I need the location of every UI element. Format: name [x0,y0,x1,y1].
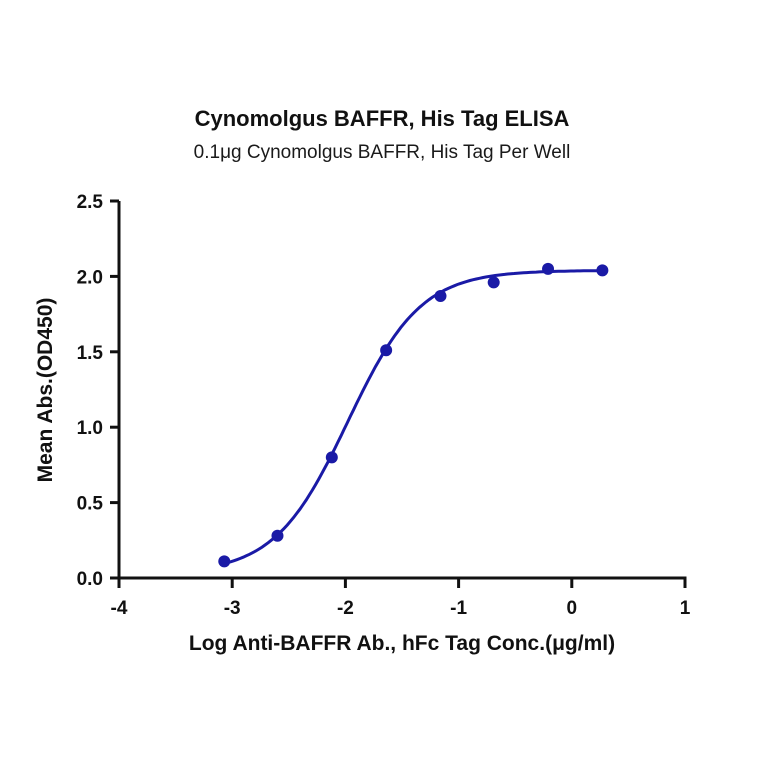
chart-title: Cynomolgus BAFFR, His Tag ELISA [194,106,570,131]
data-point [596,264,609,277]
y-tick-label: 1.0 [77,418,103,439]
data-point [487,276,500,289]
y-tick-label: 1.5 [77,343,104,364]
fit-curve [223,269,603,566]
data-point [542,262,555,275]
x-tick-label: -1 [450,598,467,619]
x-tick-label: 0 [567,598,578,619]
y-tick-label: 2.5 [77,192,104,213]
chart-subtitle: 0.1μg Cynomolgus BAFFR, His Tag Per Well [193,142,571,163]
x-tick-label: 1 [680,598,691,619]
x-tick-label: -3 [224,598,241,619]
x-tick-label: -2 [337,598,354,619]
x-tick-label: -4 [111,598,128,619]
axes: 0.0 0.5 1.0 1.5 2.0 2.5 -4 -3 -2 -1 0 1 [77,192,691,619]
data-point [325,451,338,464]
data-point [434,290,447,303]
data-points [218,262,609,568]
y-tick-label: 0.0 [77,569,103,590]
x-axis-label: Log Anti-BAFFR Ab., hFc Tag Conc.(μg/ml) [188,632,616,655]
data-point [218,555,231,568]
data-point [271,529,284,542]
y-tick-label: 0.5 [77,494,104,515]
y-tick-label: 2.0 [77,267,103,288]
data-point [380,344,393,357]
